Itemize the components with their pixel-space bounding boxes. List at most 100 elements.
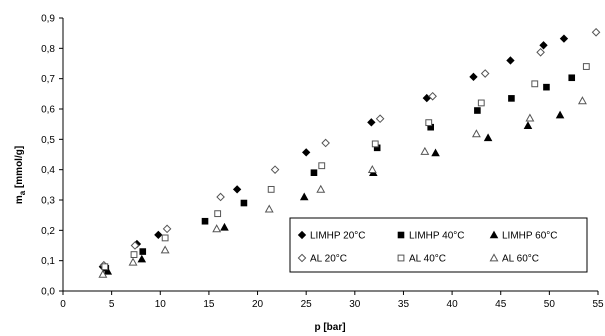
plot-area: 0 5 10 15 20 25 30 35 40 45 50 55 0,0 0,1 0,2 0,3 0,4 0,5…: [41, 14, 604, 311]
series-group: [98, 34, 569, 271]
data-point: [474, 107, 481, 114]
legend-marker: [297, 253, 307, 263]
data-point: [483, 133, 493, 142]
data-point: [477, 99, 485, 107]
x-tick-label: 30: [349, 299, 361, 310]
legend-label: AL 40°C: [409, 254, 446, 265]
legend-box: [289, 217, 588, 273]
data-point: [160, 245, 170, 254]
y-tick-label: 0,9: [41, 14, 55, 25]
y-tick-label: 0,1: [41, 256, 55, 267]
y-tick-label: 0,8: [41, 44, 55, 55]
x-tick-label: 5: [109, 299, 115, 310]
data-point: [367, 165, 377, 174]
data-point: [568, 74, 576, 82]
data-point: [128, 257, 138, 266]
data-point: [240, 199, 248, 207]
data-point: [469, 72, 478, 82]
data-point: [371, 140, 379, 148]
x-tick-label: 0: [60, 299, 66, 310]
data-point: [591, 27, 601, 37]
x-axis-title: p [bar]: [314, 322, 345, 333]
data-point: [577, 96, 587, 105]
data-point: [130, 251, 138, 258]
data-point: [582, 63, 590, 70]
data-point: [299, 192, 309, 201]
data-point: [525, 113, 535, 122]
y-axis-title-unit: [mmol/g]: [14, 146, 25, 191]
x-tick-label: 25: [301, 299, 313, 310]
series-group: [98, 96, 587, 278]
legend-label: LIMHP 60°C: [502, 231, 558, 242]
legend-marker: [489, 253, 499, 262]
legend-marker: [397, 254, 405, 262]
y-tick-label: 0,7: [41, 74, 55, 85]
data-point: [267, 185, 275, 193]
data-point: [318, 162, 326, 170]
data-point: [137, 254, 147, 263]
legend-marker: [397, 231, 405, 239]
legend: LIMHP 20°C LIMHP 40°C LIMHP 60°C AL 20°C AL …: [289, 217, 588, 273]
y-tick-label: 0,5: [41, 135, 55, 146]
data-point: [139, 248, 147, 255]
x-tick-label: 55: [592, 299, 604, 310]
y-tick-label: 0,4: [41, 165, 55, 176]
data-point: [543, 83, 550, 91]
data-point: [428, 91, 437, 101]
data-point: [508, 95, 515, 102]
legend-marker: [297, 230, 307, 240]
series-group: [101, 63, 590, 271]
x-tick-label: 45: [495, 299, 507, 310]
x-tick-label: 50: [544, 299, 556, 310]
data-point: [523, 121, 533, 129]
x-tick-label: 15: [203, 299, 215, 310]
data-point: [232, 185, 242, 194]
data-point: [302, 148, 311, 157]
x-tick-label: 20: [252, 299, 264, 310]
data-point: [214, 210, 222, 218]
y-axis-title: ma [mmol/g]: [14, 146, 27, 204]
data-point: [264, 204, 274, 213]
data-point: [101, 263, 109, 271]
data-point: [471, 129, 481, 138]
data-point: [310, 169, 318, 177]
y-tick-label: 0,6: [41, 105, 55, 116]
y-tick-label: 0,3: [41, 196, 55, 207]
y-tick-label: 0,0: [41, 287, 55, 298]
data-point: [154, 230, 163, 240]
legend-label: LIMHP 40°C: [409, 231, 465, 242]
data-point: [539, 41, 548, 50]
data-point: [216, 192, 225, 202]
data-point: [420, 146, 430, 155]
data-point: [321, 138, 330, 148]
y-tick-label: 0,2: [41, 226, 55, 237]
legend-label: AL 60°C: [502, 254, 539, 265]
y-axis-title-main: m: [14, 195, 25, 204]
data-point: [431, 148, 440, 157]
data-point: [130, 241, 140, 250]
data-point: [555, 110, 565, 119]
legend-marker: [489, 230, 499, 239]
x-tick-label: 10: [155, 299, 167, 310]
data-point: [201, 217, 209, 225]
legend-label: AL 20°C: [310, 254, 347, 265]
legend-label: LIMHP 20°C: [310, 231, 366, 242]
data-point: [375, 114, 385, 124]
data-point: [98, 269, 108, 278]
x-tick-label: 40: [447, 299, 459, 310]
data-point: [103, 266, 113, 275]
data-point: [367, 118, 376, 127]
data-point: [559, 34, 569, 43]
data-point: [220, 222, 229, 231]
data-point: [162, 224, 172, 234]
data-point: [212, 224, 222, 233]
data-point: [480, 69, 490, 78]
data-point: [161, 234, 169, 242]
data-point: [506, 56, 515, 65]
data-point: [316, 184, 326, 193]
data-point: [425, 119, 433, 127]
data-point: [536, 47, 545, 57]
data-point: [531, 80, 539, 88]
x-tick-label: 35: [398, 299, 410, 310]
